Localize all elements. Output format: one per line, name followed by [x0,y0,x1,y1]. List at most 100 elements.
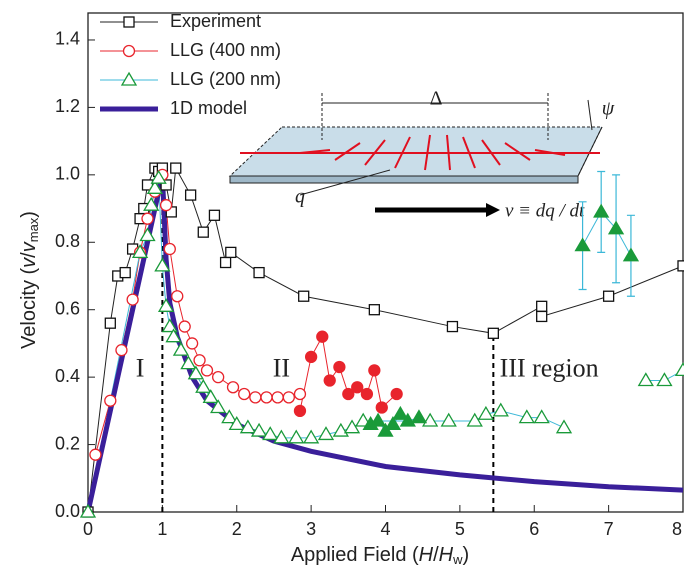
marker [172,341,190,356]
marker [202,389,219,404]
marker [120,71,138,86]
marker [555,419,573,434]
marker [143,196,160,211]
marker [123,16,135,28]
marker [89,448,102,461]
region-label: I [136,353,145,382]
marker [518,409,535,424]
marker [170,162,182,174]
marker [622,247,640,262]
x-label-part: w [452,552,463,567]
series-line [582,211,632,256]
marker [104,394,117,407]
marker [298,290,310,302]
x-tick-label: 0 [83,519,93,539]
marker [197,226,209,238]
y-label-part: v [18,241,40,252]
y-label-part: ) [18,211,40,218]
marker [302,429,320,444]
marker [160,179,172,191]
plate-edge [577,126,603,177]
marker [131,244,149,259]
x-tick-label: 4 [380,519,390,539]
velocity-label: v ≡ dq / dt [505,200,585,221]
marker [165,328,182,343]
spin-arrows [299,134,566,171]
marker [323,374,336,387]
marker [171,290,184,303]
marker [446,320,459,333]
marker [141,212,154,225]
marker [375,401,388,414]
marker [184,189,197,201]
inset-diagram: Δ ψ q v ≡ dq / dt [228,88,615,221]
marker [421,412,439,427]
marker [185,337,199,350]
marker [119,266,131,279]
region-label: III region [500,353,599,382]
marker [536,310,548,323]
marker [219,256,232,269]
marker [316,330,329,343]
marker [477,405,495,420]
x-tick-label: 8 [672,519,682,539]
marker [368,364,381,377]
marker [239,419,257,434]
marker [492,402,509,417]
delta-label: Δ [430,88,443,110]
q-label: q [295,186,305,208]
x-label-part: ) [463,544,470,566]
psi-label: ψ [602,98,615,120]
marker [317,426,335,441]
marker [487,327,499,339]
marker [159,199,173,212]
marker [228,416,245,430]
y-axis-label: Velocity (v/vmax) [18,211,41,349]
marker [368,304,380,316]
y-tick-label: 1.4 [55,29,80,49]
x-axis-label: Applied Field (H/Hw) [291,544,469,567]
x-tick-label: 5 [455,519,465,539]
marker [288,429,305,444]
marker [154,257,171,272]
marker [146,180,164,194]
marker [226,381,240,394]
y-tick-label: 0.0 [55,501,80,521]
marker [115,344,128,357]
marker [79,503,97,518]
psi-line [587,99,593,131]
legend-label: Experiment [170,11,261,31]
marker [262,426,279,441]
marker [377,422,394,437]
marker [304,350,318,364]
marker [178,320,191,333]
y-label-part: v [18,257,40,268]
marker [180,355,197,370]
marker [533,409,550,424]
marker [249,391,262,404]
marker [440,412,457,427]
marker [273,429,290,444]
series-line [87,166,684,513]
marker [139,227,156,242]
x-tick-label: 2 [232,519,242,539]
x-tick-label: 1 [157,519,167,539]
marker [466,412,483,427]
y-label-part: / [18,252,40,258]
marker [221,409,238,424]
marker [122,44,136,58]
y-label-part: max [26,217,41,242]
y-tick-label: 0.8 [55,231,80,251]
y-tick-label: 1.2 [55,96,80,116]
marker [271,391,284,404]
marker [369,412,387,427]
legend-label: LLG (400 nm) [170,40,281,60]
marker [593,203,610,218]
marker [126,293,139,306]
marker [674,362,684,377]
x-label-part: Applied Field ( [291,544,419,566]
y-tick-label: 0.2 [55,433,80,453]
plate-top [228,126,603,177]
x-label-part: H [419,544,434,566]
marker [157,298,175,312]
